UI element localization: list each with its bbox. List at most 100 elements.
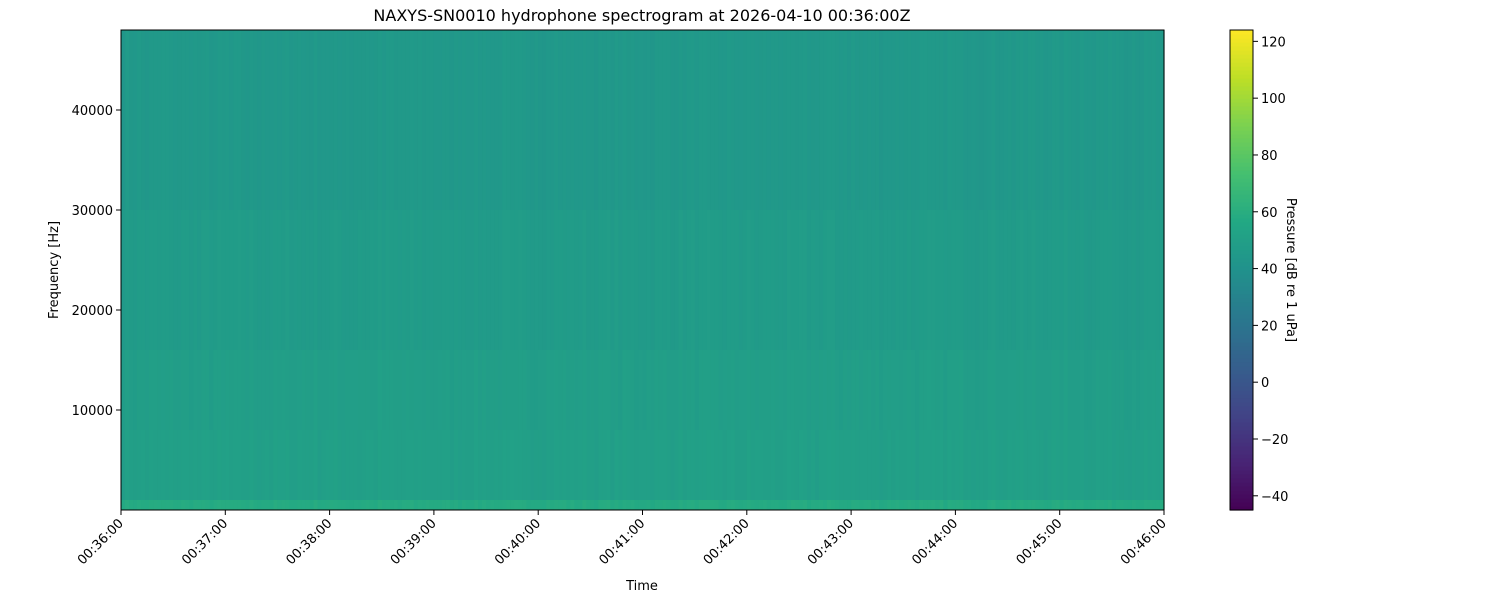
heatmap-cell	[449, 210, 455, 350]
heatmap-cell	[662, 430, 668, 500]
heatmap-cell	[618, 210, 624, 350]
heatmap-cell	[357, 30, 363, 210]
heatmap-cell	[453, 500, 459, 510]
colorbar-segment	[1230, 314, 1253, 319]
heatmap-cell	[277, 500, 283, 510]
heatmap-cell	[594, 30, 599, 210]
heatmap-cell	[273, 210, 279, 350]
colorbar-segment	[1230, 194, 1253, 199]
heatmap-cell	[578, 30, 583, 210]
heatmap-cell	[490, 30, 495, 210]
heatmap-cell	[486, 210, 491, 350]
heatmap-cell	[947, 210, 952, 350]
colorbar-segment	[1230, 478, 1253, 483]
heatmap-cell	[237, 210, 242, 350]
heatmap-cell	[257, 210, 262, 350]
heatmap-cell	[385, 30, 391, 210]
heatmap-cell	[847, 500, 852, 510]
colorbar-segment	[1230, 274, 1253, 279]
heatmap-cell	[614, 500, 620, 510]
heatmap-cell	[915, 210, 920, 350]
heatmap-cell	[847, 210, 852, 350]
heatmap-cell	[851, 210, 856, 350]
heatmap-cell	[337, 500, 343, 510]
heatmap-cell	[1071, 430, 1077, 500]
heatmap-cell	[1143, 30, 1149, 210]
heatmap-cell	[474, 430, 479, 500]
heatmap-cell	[915, 30, 920, 210]
colorbar-segment	[1230, 170, 1253, 175]
heatmap-cell	[987, 350, 993, 430]
heatmap-cell	[851, 350, 856, 430]
heatmap-cell	[237, 350, 242, 430]
heatmap-cell	[526, 30, 531, 210]
heatmap-cell	[702, 430, 708, 500]
heatmap-cell	[554, 210, 559, 350]
heatmap-cell	[987, 430, 993, 500]
heatmap-cell	[806, 500, 812, 510]
heatmap-cell	[369, 210, 375, 350]
heatmap-cell	[883, 210, 888, 350]
heatmap-cell	[638, 210, 644, 350]
heatmap-cell	[449, 500, 455, 510]
heatmap-cell	[754, 500, 760, 510]
heatmap-cell	[827, 210, 832, 350]
heatmap-cell	[726, 350, 732, 430]
heatmap-cell	[662, 210, 668, 350]
colorbar-segment	[1230, 226, 1253, 231]
heatmap-cell	[490, 430, 495, 500]
heatmap-cell	[758, 210, 764, 350]
heatmap-cell	[125, 350, 130, 430]
heatmap-cell	[341, 210, 347, 350]
heatmap-cell	[173, 430, 178, 500]
heatmap-cell	[863, 30, 868, 210]
heatmap-cell	[895, 430, 900, 500]
heatmap-cell	[353, 500, 359, 510]
heatmap-cell	[421, 350, 427, 430]
heatmap-cell	[321, 430, 327, 500]
heatmap-cell	[1107, 350, 1113, 430]
heatmap-cell	[798, 350, 804, 430]
heatmap-cell	[125, 430, 130, 500]
heatmap-cell	[662, 350, 668, 430]
heatmap-cell	[470, 30, 475, 210]
heatmap-cell	[1039, 210, 1045, 350]
heatmap-cell	[181, 30, 186, 210]
colorbar-segment	[1230, 482, 1253, 487]
heatmap-cell	[638, 30, 644, 210]
heatmap-cell	[582, 500, 587, 510]
heatmap-cell	[766, 500, 772, 510]
heatmap-cell	[827, 30, 832, 210]
heatmap-cell	[465, 350, 471, 430]
heatmap-cell	[606, 430, 612, 500]
heatmap-cell	[546, 210, 551, 350]
heatmap-cell	[277, 430, 283, 500]
heatmap-cell	[867, 430, 872, 500]
colorbar-segment	[1230, 294, 1253, 299]
heatmap-cell	[766, 350, 772, 430]
heatmap-cell	[457, 30, 463, 210]
heatmap-cell	[1043, 210, 1049, 350]
colorbar-segment	[1230, 214, 1253, 219]
colorbar-segment	[1230, 90, 1253, 95]
heatmap-cell	[1091, 430, 1097, 500]
colorbar-segment	[1230, 430, 1253, 435]
heatmap-cell	[141, 430, 146, 500]
heatmap-cell	[859, 210, 864, 350]
heatmap-cell	[498, 430, 503, 500]
heatmap-cell	[1019, 430, 1025, 500]
heatmap-cell	[1027, 430, 1033, 500]
heatmap-cell	[1131, 30, 1137, 210]
heatmap-cell	[397, 500, 403, 510]
heatmap-cell	[245, 210, 250, 350]
heatmap-cell	[867, 30, 872, 210]
heatmap-cell	[165, 30, 170, 210]
heatmap-cell	[694, 350, 700, 430]
colorbar-segment	[1230, 354, 1253, 359]
heatmap-cell	[457, 430, 463, 500]
heatmap-cell	[502, 430, 507, 500]
heatmap-cell	[670, 430, 676, 500]
heatmap-cell	[425, 30, 431, 210]
heatmap-cell	[610, 210, 616, 350]
heatmap-cell	[550, 30, 555, 210]
